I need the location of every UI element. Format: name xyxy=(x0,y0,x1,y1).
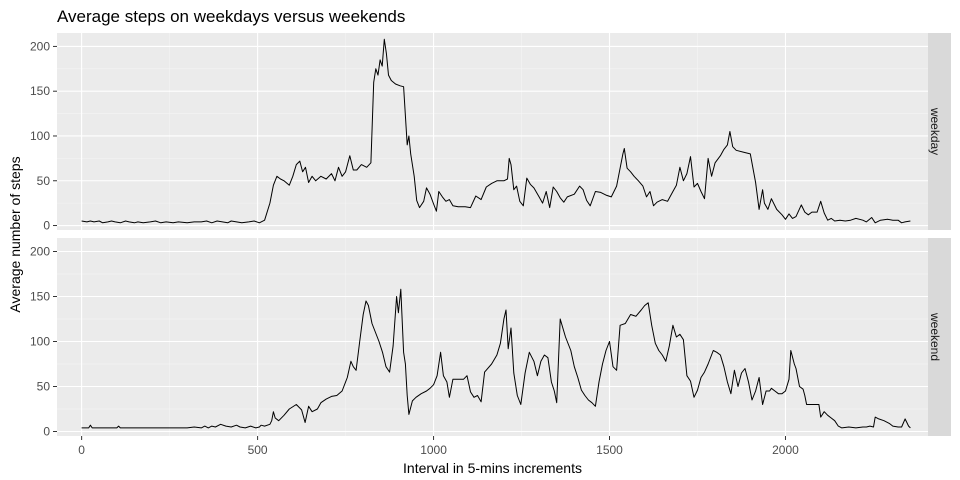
strip-label-weekday: weekday xyxy=(928,107,942,155)
series-line-weekend xyxy=(81,288,911,429)
panel-background xyxy=(57,33,928,230)
y-tick-label: 50 xyxy=(37,174,51,188)
x-tick-label: 1500 xyxy=(596,443,623,457)
strip-background xyxy=(928,33,951,230)
x-tick-label: 1000 xyxy=(420,443,447,457)
y-tick-label: 200 xyxy=(30,39,50,53)
y-axis-title: Average number of steps xyxy=(7,156,23,312)
strip-label-weekend: weekend xyxy=(928,312,942,361)
panel-weekend: 0 50 100 150 200 weekend xyxy=(30,238,951,439)
panel-grid xyxy=(57,33,928,230)
y-tick-label: 150 xyxy=(30,84,50,98)
x-tick-label: 500 xyxy=(248,443,268,457)
panel-background xyxy=(57,238,928,436)
y-tick-label: 100 xyxy=(30,129,50,143)
y-tick-label: 0 xyxy=(43,219,50,233)
x-tick-label: 2000 xyxy=(772,443,799,457)
y-tick-label: 200 xyxy=(30,245,50,259)
x-axis-title: Interval in 5-mins increments xyxy=(403,460,582,476)
x-tick-label: 0 xyxy=(78,443,85,457)
strip-background xyxy=(928,238,951,436)
y-tick-label: 0 xyxy=(43,425,50,439)
y-axis: 0 50 100 150 200 xyxy=(30,39,57,233)
y-tick-label: 50 xyxy=(37,380,51,394)
y-tick-label: 100 xyxy=(30,335,50,349)
y-tick-label: 150 xyxy=(30,290,50,304)
y-axis: 0 50 100 150 200 xyxy=(30,245,57,439)
series-line-weekday xyxy=(81,38,911,224)
x-axis: 0 500 1000 1500 2000 xyxy=(78,436,799,457)
panel-grid xyxy=(57,238,928,436)
panel-weekday: 0 50 100 150 200 weekday xyxy=(30,33,951,233)
chart-title: Average steps on weekdays versus weekend… xyxy=(57,7,405,26)
